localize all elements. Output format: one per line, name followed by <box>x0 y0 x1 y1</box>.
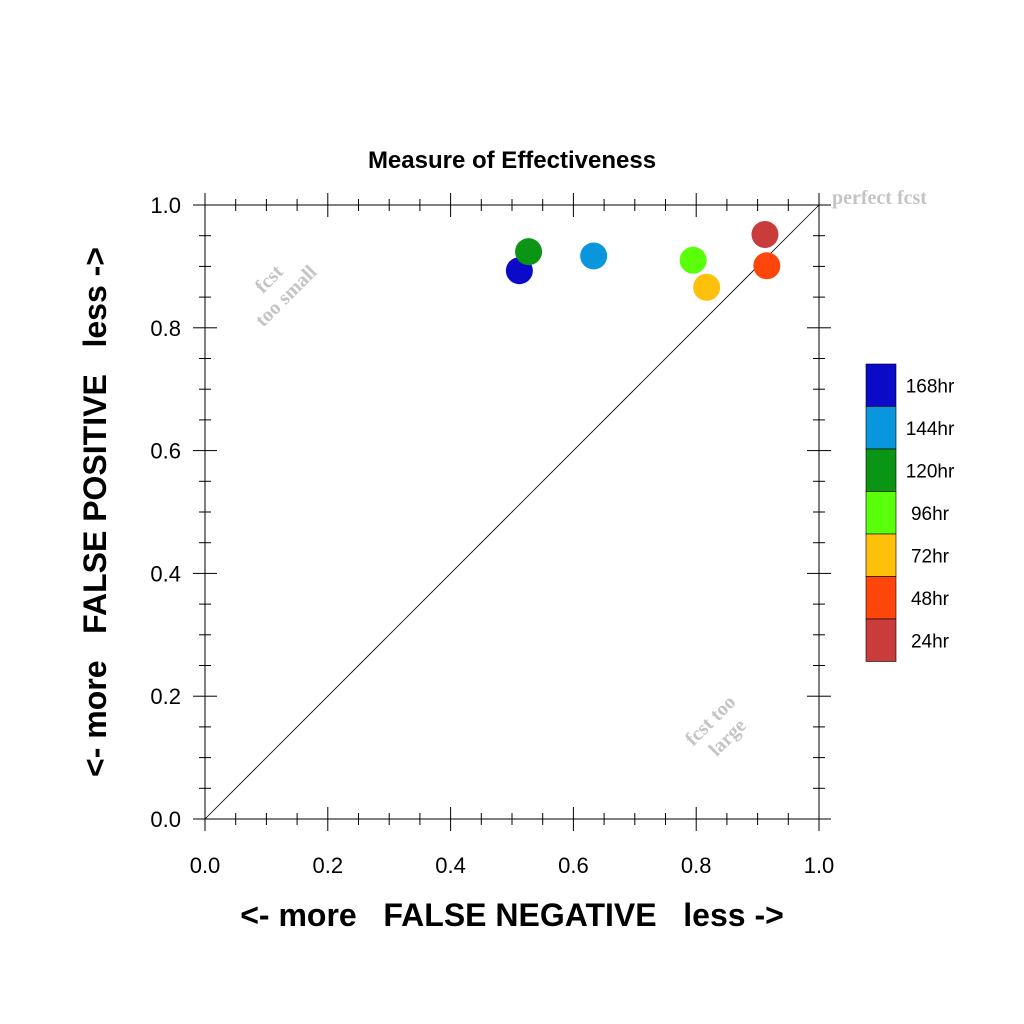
point-48hr <box>753 252 781 280</box>
legend-swatch-24hr <box>865 618 897 662</box>
legend-swatch-168hr <box>865 363 897 407</box>
legend-swatch-144hr <box>865 406 897 450</box>
x-tick-label: 0.2 <box>313 853 344 878</box>
x-tick-label: 0.0 <box>190 853 221 878</box>
legend-label-96hr: 96hr <box>911 504 950 525</box>
y-tick-label: 0.0 <box>150 807 181 832</box>
legend-label-120hr: 120hr <box>906 461 955 482</box>
legend-label-168hr: 168hr <box>906 376 955 397</box>
y-tick-label: 0.4 <box>150 561 181 586</box>
x-tick-label: 1.0 <box>804 853 835 878</box>
legend-label-24hr: 24hr <box>911 631 950 652</box>
x-tick-label: 0.4 <box>435 853 466 878</box>
y-tick-label: 0.6 <box>150 439 181 464</box>
legend-swatch-120hr <box>865 448 897 492</box>
y-tick-label: 1.0 <box>150 193 181 218</box>
y-tick-label: 0.2 <box>150 684 181 709</box>
legend-label-72hr: 72hr <box>911 546 950 567</box>
point-120hr <box>515 238 543 266</box>
point-72hr <box>693 273 721 301</box>
point-96hr <box>679 246 707 274</box>
x-tick-label: 0.8 <box>681 853 712 878</box>
x-tick-label: 0.6 <box>558 853 589 878</box>
chart-title: Measure of Effectiveness <box>368 147 656 174</box>
point-144hr <box>580 242 608 270</box>
axis-ticks <box>193 193 831 831</box>
legend-label-144hr: 144hr <box>906 419 955 440</box>
data-points <box>505 220 781 301</box>
legend: 168hr 144hr 120hr 96hr 72hr 48hr 24hr <box>865 363 955 662</box>
perfect-forecast-diagonal <box>204 204 820 820</box>
y-axis-title: <- more FALSE POSITIVE less -> <box>77 247 113 777</box>
too-large-annotation: fcst too large <box>681 691 751 761</box>
point-24hr <box>751 220 779 248</box>
too-small-annotation: fcst too small <box>251 261 322 332</box>
legend-swatch-72hr <box>865 533 897 577</box>
legend-swatch-48hr <box>865 576 897 620</box>
x-axis-title: <- more FALSE NEGATIVE less -> <box>240 897 784 933</box>
legend-label-48hr: 48hr <box>911 589 950 610</box>
perfect-forecast-label: perfect fcst <box>832 187 927 209</box>
y-tick-label: 0.8 <box>150 316 181 341</box>
legend-swatch-96hr <box>865 491 897 535</box>
tick-labels: 0.0 0.2 0.4 0.6 0.8 1.0 0.0 0.2 0.4 0.6 0.8 1.0 <box>150 193 834 878</box>
